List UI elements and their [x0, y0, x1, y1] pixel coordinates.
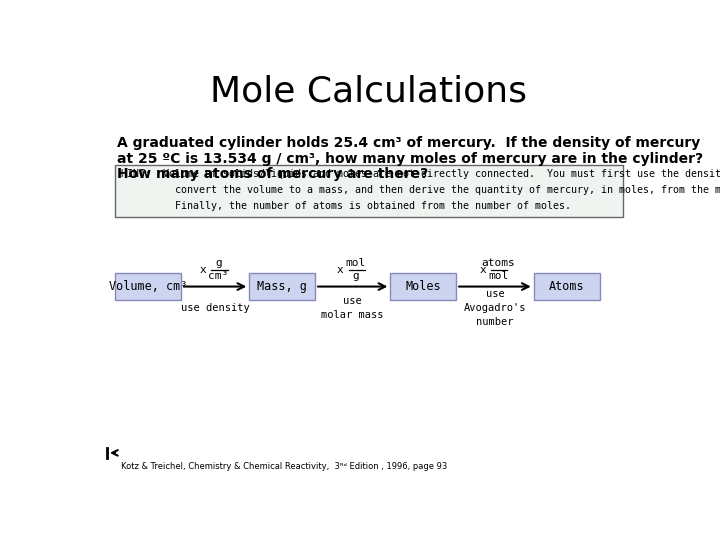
- Text: How many atoms of mercury are there?: How many atoms of mercury are there?: [117, 167, 428, 181]
- FancyBboxPatch shape: [249, 273, 315, 300]
- Text: Moles: Moles: [405, 280, 441, 293]
- Text: cm³: cm³: [208, 271, 228, 281]
- FancyBboxPatch shape: [390, 273, 456, 300]
- Text: HINT:  Volume of solids/liquids and moles are not directly connected.  You must : HINT: Volume of solids/liquids and moles…: [121, 169, 720, 179]
- Text: A graduated cylinder holds 25.4 cm³ of mercury.  If the density of mercury: A graduated cylinder holds 25.4 cm³ of m…: [117, 136, 701, 150]
- Text: g: g: [215, 259, 222, 268]
- Text: x: x: [480, 265, 486, 275]
- FancyBboxPatch shape: [534, 273, 600, 300]
- Text: Atoms: Atoms: [549, 280, 585, 293]
- Text: mol: mol: [488, 271, 508, 281]
- Text: use density: use density: [181, 303, 250, 313]
- Text: use
molar mass: use molar mass: [321, 296, 384, 320]
- Text: g: g: [353, 271, 359, 281]
- FancyBboxPatch shape: [114, 165, 624, 217]
- Text: Finally, the number of atoms is obtained from the number of moles.: Finally, the number of atoms is obtained…: [121, 201, 571, 212]
- Text: atoms: atoms: [481, 259, 515, 268]
- Text: mol: mol: [346, 259, 366, 268]
- Text: Kotz & Treichel, Chemistry & Chemical Reactivity,  3ᴿᵈ Edition , 1996, page 93: Kotz & Treichel, Chemistry & Chemical Re…: [121, 462, 447, 471]
- Text: convert the volume to a mass, and then derive the quantity of mercury, in moles,: convert the volume to a mass, and then d…: [121, 185, 720, 195]
- Text: use
Avogadro's
number: use Avogadro's number: [464, 289, 526, 327]
- Text: Mole Calculations: Mole Calculations: [210, 75, 528, 109]
- Text: Volume, cm³: Volume, cm³: [109, 280, 187, 293]
- Text: x: x: [337, 265, 343, 275]
- Text: Mass, g: Mass, g: [257, 280, 307, 293]
- Text: at 25 ºC is 13.534 g / cm³, how many moles of mercury are in the cylinder?: at 25 ºC is 13.534 g / cm³, how many mol…: [117, 152, 703, 166]
- Text: x: x: [199, 265, 206, 275]
- FancyBboxPatch shape: [115, 273, 181, 300]
